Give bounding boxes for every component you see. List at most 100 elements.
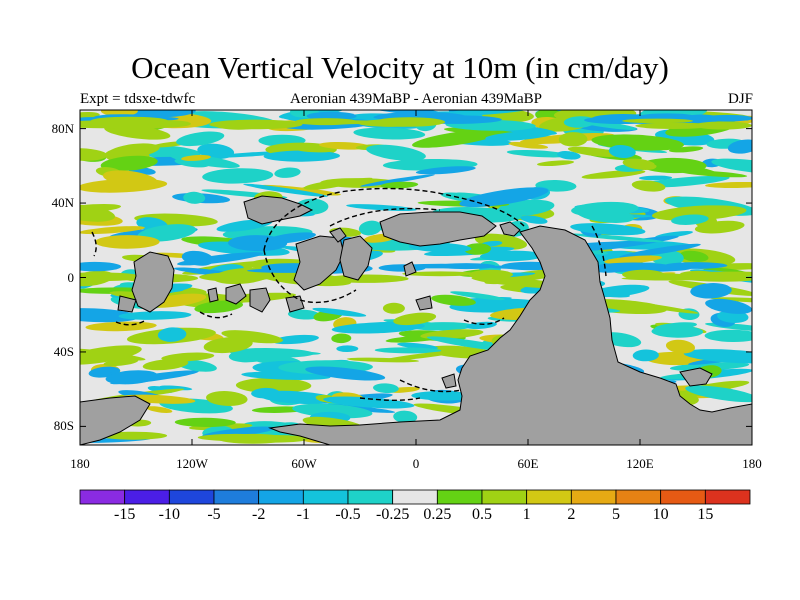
velocity-patch — [194, 300, 243, 314]
velocity-patch — [459, 187, 549, 208]
velocity-patch — [705, 181, 752, 189]
shelf-contour-south — [399, 379, 463, 393]
island-c — [207, 287, 219, 303]
velocity-patch — [203, 336, 253, 354]
velocity-patch — [480, 250, 543, 262]
equatorial-land-a — [293, 235, 345, 291]
colorbar-label: 0.25 — [423, 506, 452, 523]
velocity-patch — [102, 170, 158, 188]
velocity-patch — [380, 181, 419, 189]
velocity-patch — [705, 298, 752, 314]
velocity-patch — [263, 150, 340, 162]
x-axis-label: 60E — [517, 456, 539, 471]
velocity-patch — [556, 151, 581, 160]
velocity-streak — [80, 261, 122, 272]
velocity-patch — [506, 149, 570, 158]
velocity-patch — [336, 345, 359, 353]
velocity-patch — [107, 143, 160, 158]
velocity-patch — [679, 170, 748, 178]
velocity-patch — [619, 300, 699, 314]
shelf-contour-mid — [463, 317, 505, 325]
velocity-patch — [393, 410, 418, 424]
velocity-patch — [570, 223, 646, 236]
colorbar-swatch — [704, 489, 751, 505]
colorbar-swatch — [258, 489, 304, 505]
y-axis-label: 80S — [53, 418, 74, 434]
velocity-patch — [671, 214, 709, 225]
siberia-land — [379, 211, 497, 247]
colorbar-label: 0.5 — [472, 506, 492, 523]
island-b — [249, 287, 271, 313]
velocity-streak — [202, 435, 299, 441]
velocity-patch — [397, 342, 439, 350]
velocity-streak — [199, 272, 272, 282]
velocity-patch — [100, 155, 158, 172]
velocity-patch — [409, 322, 474, 331]
velocity-patch — [576, 207, 635, 223]
velocity-patch — [464, 243, 492, 255]
velocity-patch — [183, 191, 206, 204]
x-axis-label: 120E — [626, 456, 654, 471]
experiment-label: Expt = tdsxe-tdwfc — [80, 91, 196, 107]
velocity-streak — [214, 120, 263, 130]
shelf-contour-west-arc — [263, 249, 357, 304]
velocity-patch — [382, 302, 405, 314]
x-axis-label: 60W — [291, 456, 317, 471]
colorbar-label: 1 — [522, 506, 531, 523]
velocity-patch — [80, 203, 122, 213]
velocity-patch — [118, 311, 192, 320]
land-masses — [80, 195, 752, 445]
velocity-patch — [638, 175, 673, 181]
shelf-contour-islands — [199, 311, 233, 319]
velocity-streak — [635, 122, 712, 129]
page-title: Ocean Vertical Velocity at 10m (in cm/da… — [131, 50, 669, 85]
velocity-patch — [228, 235, 288, 252]
velocity-patch — [373, 383, 399, 394]
y-axis-label: 40S — [53, 343, 74, 359]
velocity-patch — [157, 327, 187, 342]
colorbar-label: 5 — [612, 506, 620, 523]
colorbar-label: -15 — [113, 506, 136, 523]
velocity-patch — [229, 348, 314, 358]
colorbar-swatch — [526, 489, 572, 505]
velocity-patch — [287, 309, 321, 320]
velocity-streak — [684, 271, 752, 277]
velocity-patch — [651, 325, 704, 338]
antarctic-west-land — [80, 395, 151, 445]
velocity-patch — [567, 146, 620, 157]
shelf-contour-east — [591, 225, 607, 277]
velocity-patch — [358, 220, 382, 236]
island-a — [225, 283, 247, 305]
colorbar-swatch — [660, 489, 706, 505]
colorbar-swatch — [168, 489, 215, 505]
shelf-contours — [91, 187, 607, 401]
colorbar-swatch — [124, 489, 170, 505]
velocity-streak — [685, 275, 752, 282]
velocity-streak — [80, 120, 149, 129]
equatorial-land-b — [339, 235, 373, 281]
velocity-patch — [80, 226, 145, 235]
colorbar-swatch — [615, 489, 662, 505]
velocity-streak — [702, 114, 752, 122]
velocity-patch — [331, 333, 352, 344]
velocity-patch — [651, 205, 747, 221]
velocity-patch — [292, 403, 373, 419]
island-g — [441, 373, 457, 389]
velocity-patch — [146, 406, 173, 413]
velocity-patch — [85, 321, 157, 332]
colorbar-label: -0.25 — [375, 506, 410, 523]
velocity-patch — [581, 169, 646, 179]
velocity-patch — [665, 339, 696, 354]
x-axis-label: 180 — [742, 456, 762, 471]
velocity-patch — [303, 180, 348, 190]
velocity-streak — [357, 119, 419, 127]
velocity-patch — [632, 349, 659, 362]
colorbar — [79, 489, 751, 505]
velocity-patch — [105, 370, 159, 385]
shelf-contour-west-land — [115, 319, 147, 326]
velocity-patch — [445, 110, 532, 116]
island-e — [403, 261, 417, 277]
velocity-patch — [243, 183, 328, 197]
shelf-contour-far-west — [91, 231, 97, 257]
velocity-patch — [137, 224, 197, 242]
